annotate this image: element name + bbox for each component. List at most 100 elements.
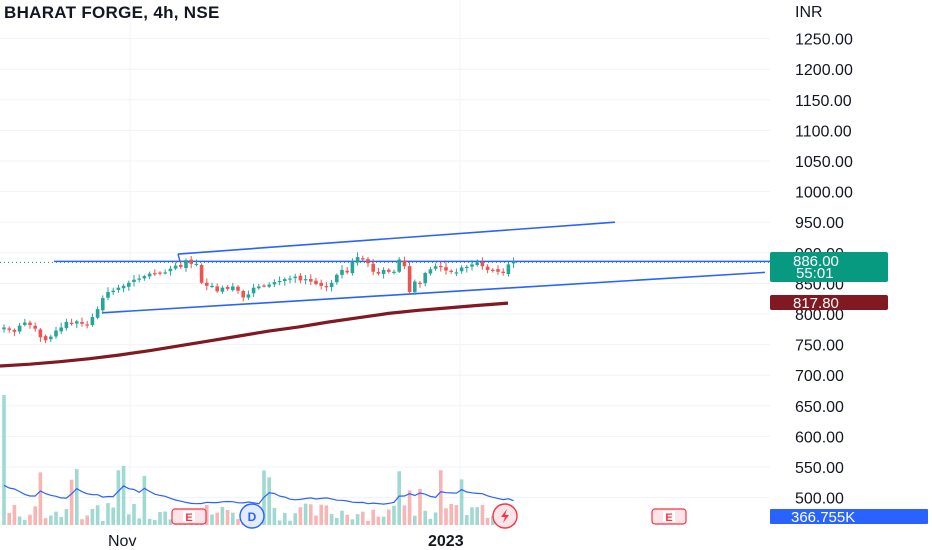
volume-ma-badge[interactable]: 366.755K (770, 509, 928, 526)
ma-badge[interactable]: 817.80 (770, 295, 888, 312)
symbol-title[interactable]: BHARAT FORGE, 4h, NSE (4, 3, 220, 22)
candle-body (475, 262, 479, 265)
volume-bar (225, 509, 230, 525)
last-price-badge[interactable]: 886.00 55:01 (770, 252, 888, 282)
volume-bar (33, 506, 37, 525)
candle-body (231, 286, 235, 291)
volume-bar (2, 395, 6, 525)
candle-body (106, 291, 110, 298)
price-tick-label: 700.00 (795, 368, 844, 385)
volume-bar (121, 466, 126, 525)
candle-body (293, 276, 297, 279)
volume-bar (335, 517, 339, 525)
volume-bar (49, 515, 53, 525)
candle-body (251, 287, 256, 294)
candle-body (288, 278, 292, 280)
candle-body (350, 261, 355, 274)
candle-body (366, 259, 370, 264)
volume-bar (475, 507, 479, 525)
candle-body (12, 329, 17, 332)
volume-bar (381, 516, 386, 525)
volume-bar (345, 514, 349, 525)
candle-body (69, 322, 74, 325)
volume-bar (69, 479, 74, 525)
price-tick-label: 500.00 (795, 491, 844, 508)
volume-bar (454, 505, 459, 525)
candle-body (485, 266, 490, 270)
candle-body (95, 309, 100, 318)
volume-bar (480, 504, 485, 525)
volume-bar (293, 513, 297, 525)
candle-body (335, 274, 339, 283)
price-tick-label: 1150.00 (795, 93, 852, 110)
volume-bar (147, 518, 152, 525)
candle-body (111, 290, 115, 293)
volume-bar (366, 520, 370, 525)
candle-body (418, 282, 422, 285)
candle-body (470, 264, 474, 267)
candle-body (267, 284, 271, 287)
candle-body (147, 273, 152, 277)
volume-bar (28, 514, 32, 525)
price-tick-label: 1000.00 (795, 185, 853, 202)
candle-body (428, 269, 433, 274)
dividend-marker[interactable]: D (239, 503, 265, 529)
candle-body (345, 270, 349, 273)
candle-body (17, 325, 22, 332)
candle-body (163, 272, 167, 274)
candle-body (319, 282, 323, 286)
candle-body (506, 264, 511, 275)
price-tick-label: 1050.00 (795, 154, 853, 171)
candle-body (215, 286, 219, 292)
candle-body (309, 279, 313, 282)
volume-bar (314, 515, 318, 525)
volume-bar (267, 477, 271, 525)
candle-body (329, 282, 334, 288)
candle-body (38, 329, 43, 338)
price-tick-label: 950.00 (795, 215, 844, 232)
volume-bar (319, 504, 323, 525)
volume-bar (376, 516, 381, 525)
earnings-marker-2[interactable]: E (651, 508, 687, 525)
volume-bar (288, 520, 292, 525)
candle-body (501, 271, 505, 273)
candle-body (33, 325, 37, 329)
volume-bar (439, 470, 443, 525)
volume-bar (101, 520, 105, 525)
price-axis[interactable]: 1250.00 1200.00 1150.00 1100.00 1050.00 1000.… (795, 32, 853, 508)
volume-bar (428, 518, 433, 525)
bar-countdown: 55:01 (796, 265, 834, 282)
candle-body (127, 282, 131, 287)
candle-body (480, 262, 485, 267)
earnings-marker-1[interactable]: E (171, 508, 207, 525)
candle-body (257, 286, 261, 289)
candle-body (121, 285, 126, 289)
volume-bar (397, 471, 401, 525)
volume-bar (132, 503, 136, 525)
volume-bar (340, 510, 344, 525)
time-axis[interactable]: Nov 2023 (108, 533, 464, 550)
candle-body (454, 272, 459, 274)
candle-body (340, 269, 344, 275)
candle-body (303, 279, 308, 281)
candle-body (54, 330, 58, 337)
candle-body (199, 264, 204, 283)
volume-bar (215, 512, 219, 525)
volume-bar (491, 515, 495, 525)
volume-bar (85, 515, 89, 525)
volume-bar (402, 505, 407, 525)
volume-bar (236, 519, 240, 525)
volume-bar (418, 488, 422, 525)
volume-bar (116, 470, 121, 525)
last-price-badge-bg (770, 252, 888, 282)
split-marker[interactable] (492, 503, 518, 529)
candle-body (361, 258, 365, 260)
candle-body (116, 287, 121, 290)
earnings-marker-2-label: E (665, 512, 672, 524)
volume-bar (350, 519, 355, 525)
volume-bar (309, 504, 313, 525)
volume-bar (168, 519, 173, 525)
candle-body (49, 336, 53, 340)
candle-body (376, 272, 381, 274)
